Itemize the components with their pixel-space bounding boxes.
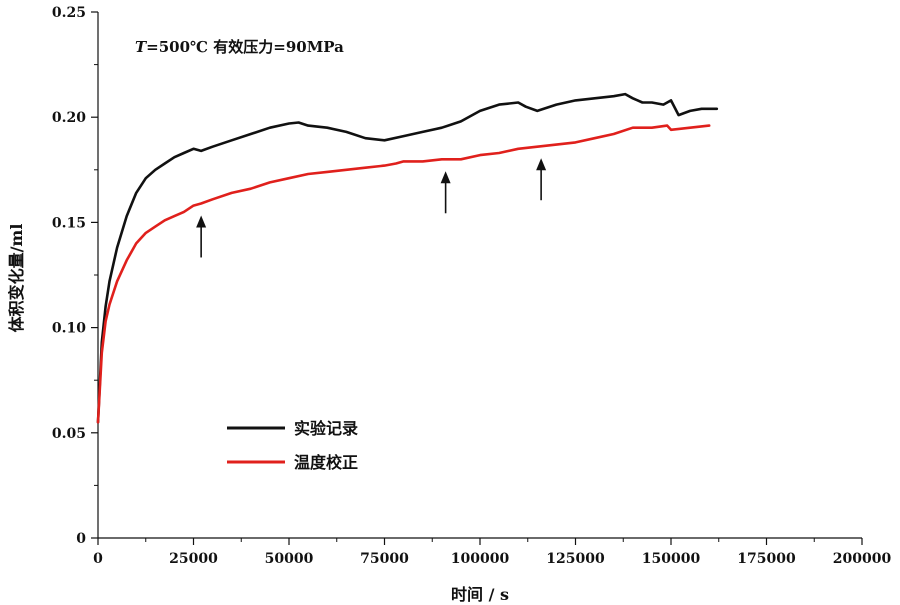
legend-label-corrected: 温度校正: [293, 453, 358, 472]
y-tick-label: 0: [76, 531, 86, 547]
x-tick-label: 150000: [642, 551, 701, 567]
annotation-text: =500℃ 有效压力=90MPa: [146, 38, 344, 56]
y-axis-title: 体积变化量/ml: [7, 224, 26, 333]
x-tick-label: 175000: [737, 551, 796, 567]
plot-area: [96, 92, 719, 424]
annotation-var: T: [135, 38, 148, 56]
chart-annotation: T=500℃ 有效压力=90MPa: [135, 38, 344, 56]
x-tick-label: 75000: [360, 551, 409, 567]
annotation-arrows: [196, 158, 547, 258]
x-tick-label: 0: [93, 551, 103, 567]
y-tick-label: 0.15: [52, 215, 86, 231]
y-tick-label: 0.05: [52, 426, 86, 442]
x-tick-label: 25000: [169, 551, 218, 567]
axes: 0 25000 50000 75000 100000 125000 150000 175000…: [52, 5, 892, 567]
x-tick-label: 100000: [451, 551, 510, 567]
legend: 实验记录 温度校正: [227, 419, 358, 472]
x-axis-title: 时间 / s: [451, 585, 509, 604]
arrow-head: [536, 158, 547, 171]
series-line-corrected: [96, 124, 711, 424]
legend-label-experiment: 实验记录: [294, 419, 358, 438]
series-line-experiment: [96, 92, 719, 424]
arrow-head: [440, 171, 451, 184]
x-tick-label: 50000: [265, 551, 314, 567]
x-tick-label: 200000: [833, 551, 892, 567]
x-tick-label: 125000: [546, 551, 605, 567]
arrow-head: [196, 215, 207, 228]
y-tick-label: 0.10: [52, 321, 86, 337]
y-tick-label: 0.25: [52, 5, 86, 21]
y-tick-label: 0.20: [52, 110, 86, 126]
